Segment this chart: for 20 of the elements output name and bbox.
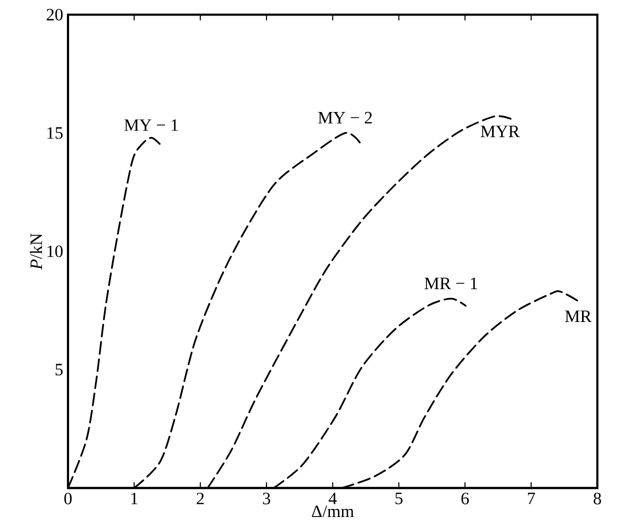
y-tick-label: 15 — [47, 127, 63, 139]
x-tick-label: 6 — [461, 492, 469, 504]
x-tick-label: 3 — [263, 492, 270, 504]
series-label: MY − 1 — [124, 119, 178, 131]
series-label: MR − 1 — [424, 278, 478, 290]
x-tick-label: 5 — [396, 492, 402, 504]
x-tick-label: 1 — [131, 492, 138, 504]
y-tick-label: 5 — [56, 364, 63, 376]
x-tick-label: 4 — [328, 492, 337, 504]
y-tick-label: 10 — [47, 245, 63, 258]
x-tick-label: 2 — [196, 492, 204, 504]
x-axis-title: Δ/mm — [312, 506, 354, 518]
x-tick-label: 8 — [594, 492, 602, 504]
y-axis-title: P/kN — [30, 233, 42, 270]
x-tick-label: 0 — [64, 492, 72, 504]
series-label: MYR — [480, 126, 520, 138]
x-tick-label: 7 — [528, 492, 536, 504]
series-label: MY − 2 — [318, 112, 372, 124]
y-tick-label: 20 — [46, 8, 63, 21]
series-label: MR — [565, 310, 592, 322]
